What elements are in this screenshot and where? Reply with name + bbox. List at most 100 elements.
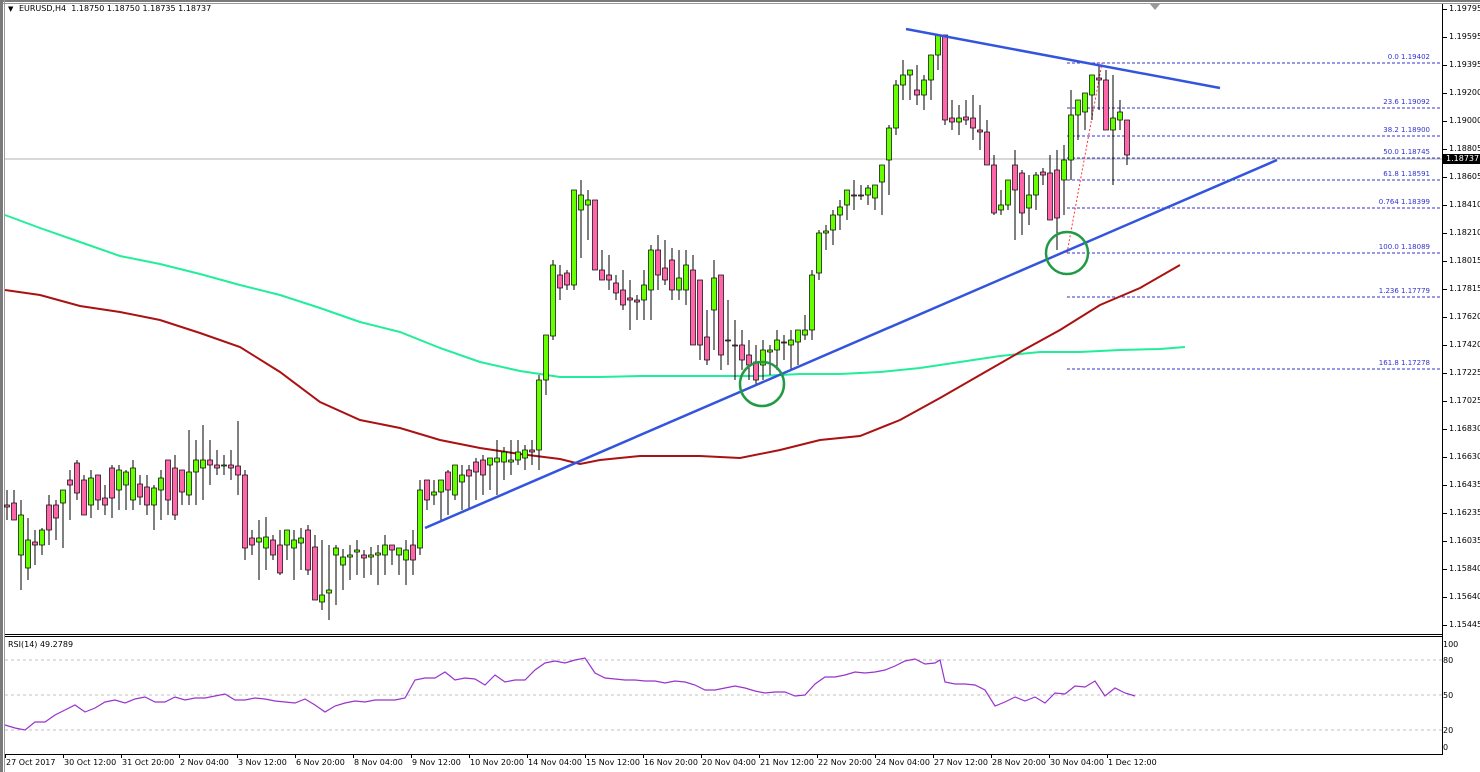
window-left-border xyxy=(0,0,3,772)
time-axis-label: 30 Nov 04:00 xyxy=(1050,758,1104,767)
time-axis-label: 1 Dec 12:00 xyxy=(1108,758,1157,767)
bullish-candle xyxy=(88,477,94,506)
bearish-candle xyxy=(914,89,920,96)
chart-title[interactable]: ▼ EURUSD,H4 1.18750 1.18750 1.18735 1.18… xyxy=(8,4,211,13)
price-tick xyxy=(1443,485,1447,486)
dropdown-triangle-icon[interactable]: ▼ xyxy=(8,5,14,13)
bullish-candle xyxy=(284,529,290,546)
chart-shift-marker-icon[interactable] xyxy=(1150,4,1160,10)
price-tick xyxy=(1443,93,1447,94)
time-axis-label: 10 Nov 20:00 xyxy=(470,758,524,767)
price-tick xyxy=(1443,345,1447,346)
fib-diagonal-line xyxy=(1066,62,1103,254)
bullish-candle xyxy=(494,457,500,463)
price-tick xyxy=(1443,457,1447,458)
time-axis-label: 9 Nov 12:00 xyxy=(412,758,461,767)
bullish-candle xyxy=(1005,179,1011,206)
bearish-candle xyxy=(1019,172,1025,214)
time-axis-line xyxy=(5,754,1443,755)
price-axis-label: 1.19795 xyxy=(1449,4,1480,13)
bearish-candle xyxy=(81,479,87,516)
bullish-candle xyxy=(438,479,444,493)
bearish-candle xyxy=(970,117,976,129)
bearish-candle xyxy=(1012,164,1018,191)
bearish-candle xyxy=(424,479,430,501)
fib-level-label: 23.6 1.19092 xyxy=(1383,98,1430,106)
time-axis-label: 30 Oct 12:00 xyxy=(64,758,117,767)
price-tick xyxy=(1443,233,1447,234)
bearish-candle xyxy=(942,34,948,121)
time-tick xyxy=(875,754,876,758)
bullish-candle xyxy=(886,127,892,161)
rsi-level-20: 20 xyxy=(1443,726,1454,735)
bearish-candle xyxy=(984,131,990,166)
rsi-line xyxy=(4,657,1136,731)
bullish-candle xyxy=(879,164,885,183)
bearish-candle xyxy=(963,116,969,121)
price-axis-label: 1.19200 xyxy=(1449,88,1480,97)
current-price-badge: 1.18737 xyxy=(1443,154,1480,164)
bearish-candle xyxy=(1047,172,1053,221)
time-tick xyxy=(817,754,818,758)
bullish-candle xyxy=(802,329,808,336)
time-tick xyxy=(179,754,180,758)
bearish-candle xyxy=(53,504,59,519)
price-tick xyxy=(1443,37,1447,38)
price-tick xyxy=(1443,541,1447,542)
price-tick xyxy=(1443,597,1447,598)
fib-level-label: 0.764 1.18399 xyxy=(1378,198,1430,206)
rsi-panel-top xyxy=(5,636,1442,637)
price-tick xyxy=(1443,121,1447,122)
time-axis-label: 27 Nov 12:00 xyxy=(934,758,988,767)
price-axis-label: 1.19595 xyxy=(1449,32,1480,41)
time-tick xyxy=(585,754,586,758)
bullish-candle xyxy=(550,264,556,337)
time-tick xyxy=(643,754,644,758)
bullish-candle xyxy=(347,554,353,558)
bullish-candle xyxy=(998,204,1004,211)
time-tick xyxy=(5,754,6,758)
price-tick xyxy=(1443,65,1447,66)
bearish-candle xyxy=(991,164,997,214)
bullish-candle xyxy=(1061,159,1067,181)
price-tick xyxy=(1443,513,1447,514)
price-axis-label: 1.17025 xyxy=(1449,396,1480,405)
time-axis-label: 2 Nov 04:00 xyxy=(180,758,229,767)
bullish-candle xyxy=(816,232,822,274)
bullish-candle xyxy=(382,544,388,556)
time-axis-label: 6 Nov 20:00 xyxy=(296,758,345,767)
bullish-candle xyxy=(263,536,269,549)
time-axis-label: 3 Nov 12:00 xyxy=(238,758,287,767)
bearish-candle xyxy=(557,274,563,289)
time-tick xyxy=(469,754,470,758)
price-tick xyxy=(1443,205,1447,206)
bearish-candle xyxy=(655,249,661,276)
bullish-candle xyxy=(767,349,773,353)
bearish-candle xyxy=(109,467,115,499)
bearish-candle xyxy=(67,479,73,486)
bearish-candle xyxy=(312,546,318,601)
price-tick xyxy=(1443,429,1447,430)
bearish-candle xyxy=(851,194,857,197)
bearish-candle xyxy=(746,354,752,366)
price-axis-label: 1.18605 xyxy=(1449,172,1480,181)
bearish-candle xyxy=(613,282,619,294)
bullish-candle xyxy=(676,277,682,291)
bullish-candle xyxy=(501,451,507,463)
price-axis-label: 1.19000 xyxy=(1449,116,1480,125)
bearish-candle xyxy=(697,279,703,346)
bullish-candle xyxy=(1068,114,1074,161)
bullish-candle xyxy=(1082,92,1088,113)
bullish-candle xyxy=(536,379,542,451)
bearish-candle xyxy=(606,274,612,281)
bearish-candle xyxy=(242,474,248,549)
bearish-candle xyxy=(1103,79,1109,131)
trendline xyxy=(424,158,1278,530)
bearish-candle xyxy=(781,341,787,344)
bullish-candle xyxy=(543,334,549,381)
bearish-candle xyxy=(858,194,864,197)
bearish-candle xyxy=(74,462,80,494)
window-top-border-inner xyxy=(0,3,1480,4)
bullish-candle xyxy=(683,264,689,291)
fib-level-label: 100.0 1.18089 xyxy=(1378,243,1430,251)
